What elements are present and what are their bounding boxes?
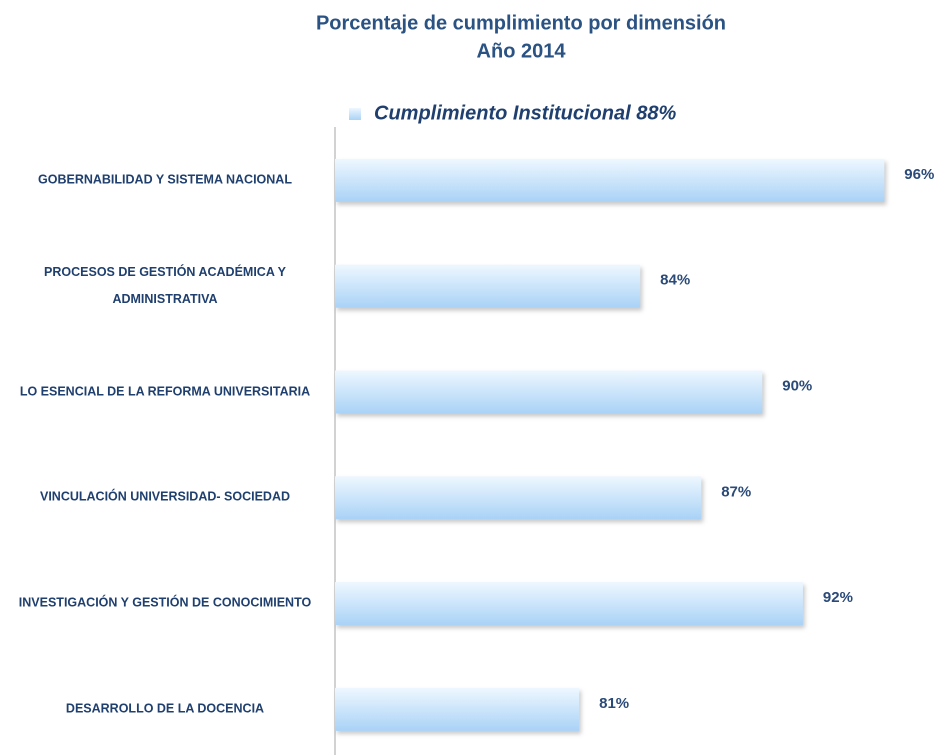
bar — [335, 264, 641, 308]
bar — [335, 158, 885, 202]
bar — [335, 687, 580, 731]
bar — [335, 476, 702, 520]
legend-label: Cumplimiento Institucional 88% — [374, 102, 676, 124]
bar — [335, 370, 763, 414]
legend-swatch — [349, 108, 361, 120]
y-tick-label: INVESTIGACIÓN Y GESTIÓN DE CONOCIMIENTO — [18, 595, 312, 610]
value-label: 96% — [904, 166, 934, 183]
value-label: 92% — [823, 589, 853, 606]
chart-title: Porcentaje de cumplimiento por dimensión — [316, 12, 726, 34]
value-label: 84% — [660, 272, 690, 289]
y-tick-label: DESARROLLO DE LA DOCENCIA — [65, 701, 265, 716]
chart-subtitle: Año 2014 — [477, 40, 567, 62]
value-label: 81% — [599, 695, 629, 712]
value-label: 90% — [782, 377, 812, 394]
y-tick-label: VINCULACIÓN UNIVERSIDAD- SOCIEDAD — [39, 489, 290, 504]
y-tick-label: GOBERNABILIDAD Y SISTEMA NACIONAL — [38, 172, 292, 187]
y-tick-label: PROCESOS DE GESTIÓN ACADÉMICA Y ADMINIST… — [44, 264, 286, 306]
y-tick-label: LO ESENCIAL DE LA REFORMA UNIVERSITARIA — [19, 384, 311, 398]
value-label: 87% — [721, 483, 751, 500]
bar — [335, 582, 803, 626]
